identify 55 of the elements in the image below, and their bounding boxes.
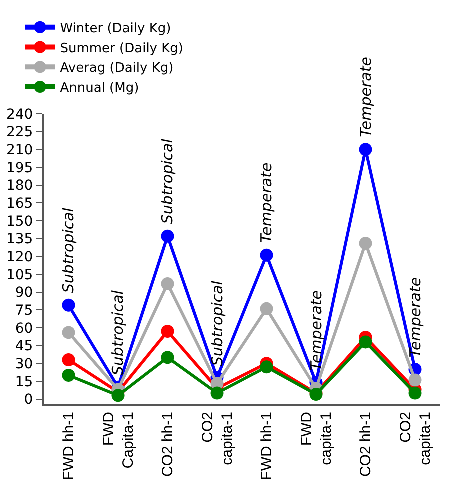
annotation: Temperate	[357, 57, 376, 138]
point	[112, 389, 125, 402]
y-tick-label: 0	[24, 392, 34, 408]
x-tick-label: FWD Capita-1	[100, 412, 137, 469]
y-tick-label: 150	[6, 214, 34, 230]
x-tick-label: FWD hh-1	[60, 412, 78, 480]
y-tick-label: 30	[15, 356, 34, 372]
point	[260, 360, 274, 374]
legend-label: Winter (Daily Kg)	[60, 21, 172, 36]
point	[62, 326, 76, 340]
point	[260, 248, 274, 262]
annotation: Subtropical	[108, 290, 127, 376]
x-tick-label: FWD capita-1	[298, 412, 335, 466]
point	[359, 336, 372, 349]
x-tick-label: FWD hh-1	[258, 412, 276, 480]
annotation: Temperate	[406, 277, 425, 358]
y-tick-label: 15	[15, 374, 34, 390]
x-tick-label: CO2 hh-1	[160, 412, 177, 478]
y-tick-label: 195	[6, 160, 34, 176]
point	[260, 302, 274, 316]
point	[161, 325, 174, 338]
x-tick-label: CO2 capita-1	[397, 412, 434, 466]
x-tick-label: CO2 capita-1	[199, 412, 236, 466]
legend-label: Summer (Daily Kg)	[60, 41, 184, 56]
y-tick-label: 135	[6, 232, 34, 248]
y-tick-label: 225	[6, 124, 34, 141]
annotation: Subtropical	[158, 138, 176, 224]
legend-label: Annual (Mg)	[60, 81, 140, 96]
y-tick-label: 240	[6, 106, 34, 123]
point	[359, 237, 372, 250]
point	[210, 386, 224, 400]
legend-label: Averag (Daily Kg)	[60, 61, 174, 76]
annotation: Temperate	[308, 290, 326, 371]
y-tick-label: 180	[6, 178, 34, 194]
point	[161, 277, 174, 290]
y-tick-label: 60	[15, 320, 34, 337]
point	[161, 230, 174, 243]
point	[62, 368, 76, 382]
point	[408, 386, 422, 400]
y-tick-label: 45	[15, 338, 34, 355]
annotation: Subtropical	[208, 280, 226, 366]
point	[408, 374, 422, 387]
point	[359, 143, 372, 156]
x-tick-label: CO2 hh-1	[358, 412, 375, 478]
y-tick-label: 90	[15, 285, 34, 302]
annotation: Temperate	[257, 162, 276, 244]
y-tick-label: 120	[6, 250, 34, 266]
y-tick-label: 210	[6, 142, 34, 159]
y-tick-label: 105	[6, 267, 34, 284]
point	[62, 298, 76, 312]
point	[161, 351, 174, 364]
y-tick-label: 75	[15, 303, 34, 320]
y-tick-label: 165	[6, 196, 34, 212]
annotation: Subtropical	[59, 207, 78, 294]
point	[62, 354, 76, 367]
